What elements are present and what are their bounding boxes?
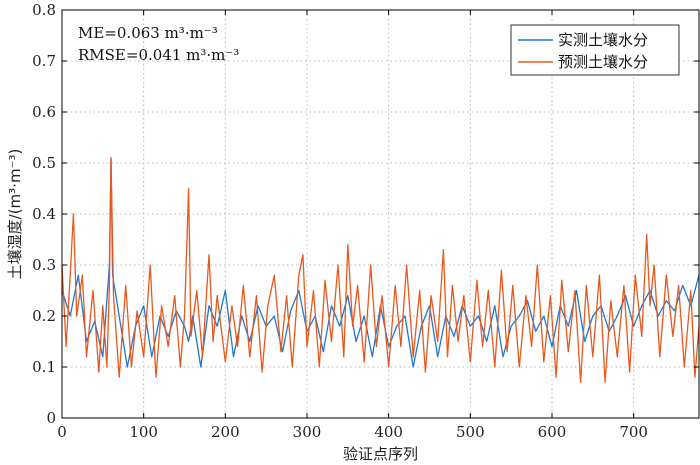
predicted-series-line [61,157,700,383]
y-tick-label: 0 [46,409,56,427]
y-tick-label: 0.3 [32,256,56,274]
rmse-annotation: RMSE=0.041 m³·m⁻³ [78,46,239,64]
y-tick-label: 0.8 [32,1,56,19]
x-tick-label: 700 [619,423,648,441]
legend: 实测土壤水分 预测土壤水分 [510,24,680,76]
legend-label-predicted: 预测土壤水分 [558,53,648,71]
y-tick-label: 0.5 [32,154,56,172]
x-axis-title: 验证点序列 [343,445,418,463]
axis-ticks: 0 100 200 300 400 500 600 700 0 0.1 0.2 0.3 0.4 0.5 0.… [32,1,699,441]
y-axis-title: 土壤湿度/(m³·m⁻³) [6,149,24,280]
legend-label-measured: 实测土壤水分 [558,31,648,49]
y-tick-label: 0.6 [32,103,56,121]
y-tick-label: 0.4 [32,205,56,223]
series-lines [61,157,700,383]
x-tick-label: 100 [129,423,158,441]
y-tick-label: 0.7 [32,52,56,70]
x-tick-label: 200 [211,423,240,441]
y-tick-label: 0.1 [32,358,56,376]
measured-series-line [61,157,700,368]
me-annotation: ME=0.063 m³·m⁻³ [78,24,218,42]
legend-box [510,24,680,76]
x-tick-label: 300 [293,423,322,441]
x-tick-label: 600 [538,423,567,441]
y-tick-label: 0.2 [32,307,56,325]
x-tick-label: 0 [57,423,67,441]
x-tick-label: 500 [456,423,485,441]
grid [62,10,699,418]
x-tick-label: 400 [374,423,403,441]
